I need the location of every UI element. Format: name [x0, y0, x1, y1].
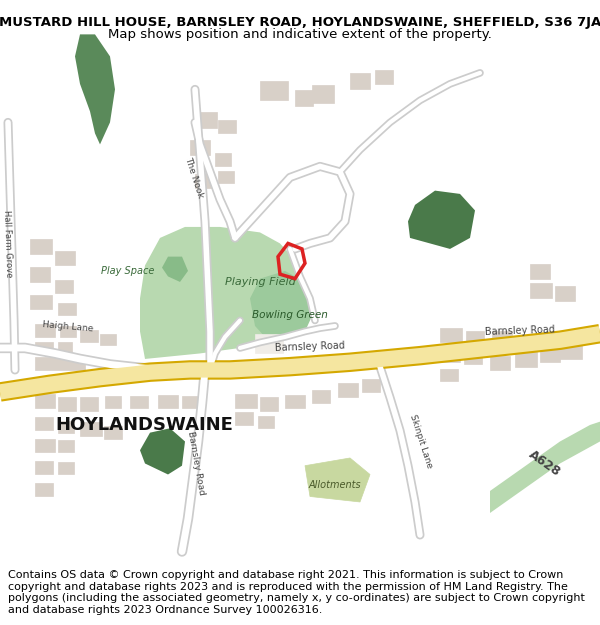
Polygon shape [305, 458, 370, 502]
Polygon shape [140, 428, 185, 474]
Bar [555, 286, 575, 301]
Bar [35, 324, 55, 337]
Bar [60, 326, 76, 337]
Bar [440, 328, 462, 342]
Text: Bowling Green: Bowling Green [252, 310, 328, 320]
Bar [190, 140, 210, 156]
Text: Map shows position and indicative extent of the property.: Map shows position and indicative extent… [108, 28, 492, 41]
Bar [464, 352, 482, 364]
Polygon shape [408, 191, 475, 249]
Bar [530, 283, 552, 298]
Bar [35, 394, 55, 409]
Bar [80, 398, 98, 411]
Bar [195, 174, 213, 188]
Bar [218, 171, 234, 183]
Bar [255, 334, 283, 354]
Bar [58, 462, 74, 474]
Polygon shape [250, 271, 315, 342]
Bar [130, 396, 148, 409]
Bar [58, 398, 76, 411]
Text: Barnsley Road: Barnsley Road [275, 341, 345, 354]
Bar [530, 264, 550, 279]
Bar [55, 280, 73, 293]
Bar [80, 422, 102, 436]
Bar [490, 356, 510, 370]
Bar [35, 418, 53, 431]
Bar [30, 295, 52, 309]
Text: Contains OS data © Crown copyright and database right 2021. This information is : Contains OS data © Crown copyright and d… [8, 570, 584, 615]
Bar [258, 416, 274, 428]
Text: Play Space: Play Space [101, 266, 155, 276]
Bar [35, 439, 55, 452]
Bar [182, 396, 200, 409]
Bar [492, 331, 512, 344]
Text: Barnsley Road: Barnsley Road [485, 324, 555, 337]
Text: The Nook: The Nook [183, 156, 205, 199]
Bar [295, 91, 313, 106]
Polygon shape [140, 227, 305, 359]
Bar [105, 396, 121, 409]
Bar [260, 398, 278, 411]
Bar [58, 441, 74, 452]
Polygon shape [162, 257, 188, 282]
Bar [235, 394, 257, 409]
Text: Hall Farm Grove: Hall Farm Grove [2, 209, 14, 278]
Bar [440, 369, 458, 381]
Bar [362, 379, 380, 392]
Bar [100, 334, 116, 344]
Polygon shape [75, 34, 115, 144]
Bar [466, 331, 484, 344]
Text: Allotments: Allotments [308, 481, 361, 491]
Bar [338, 383, 358, 398]
Text: Skinpit Lane: Skinpit Lane [408, 413, 434, 469]
Bar [104, 426, 122, 439]
Bar [58, 342, 72, 354]
Bar [35, 461, 53, 474]
Bar [312, 85, 334, 102]
Bar [440, 349, 460, 362]
Polygon shape [490, 422, 600, 513]
Bar [375, 69, 393, 84]
Text: Barnsley Road: Barnsley Road [186, 431, 206, 496]
Bar [55, 251, 75, 266]
Bar [195, 112, 217, 128]
Text: Haigh Lane: Haigh Lane [42, 321, 94, 334]
Bar [80, 331, 98, 342]
Bar [30, 266, 50, 282]
Bar [285, 395, 305, 409]
Bar [312, 390, 330, 403]
Bar [35, 483, 53, 496]
Bar [235, 412, 253, 425]
Bar [350, 73, 370, 89]
Bar [560, 344, 582, 359]
Bar [215, 153, 231, 166]
Bar [58, 303, 76, 315]
Text: HOYLANDSWAINE: HOYLANDSWAINE [55, 416, 233, 434]
Bar [540, 349, 560, 362]
Bar [35, 357, 85, 370]
Bar [515, 352, 537, 367]
Bar [260, 81, 288, 101]
Bar [35, 342, 53, 354]
Bar [30, 239, 52, 254]
Text: MUSTARD HILL HOUSE, BARNSLEY ROAD, HOYLANDSWAINE, SHEFFIELD, S36 7JA: MUSTARD HILL HOUSE, BARNSLEY ROAD, HOYLA… [0, 16, 600, 29]
Text: A628: A628 [527, 448, 563, 479]
Bar [218, 120, 236, 133]
Text: Playing Field: Playing Field [224, 277, 295, 287]
Bar [58, 421, 74, 432]
Bar [158, 395, 178, 409]
